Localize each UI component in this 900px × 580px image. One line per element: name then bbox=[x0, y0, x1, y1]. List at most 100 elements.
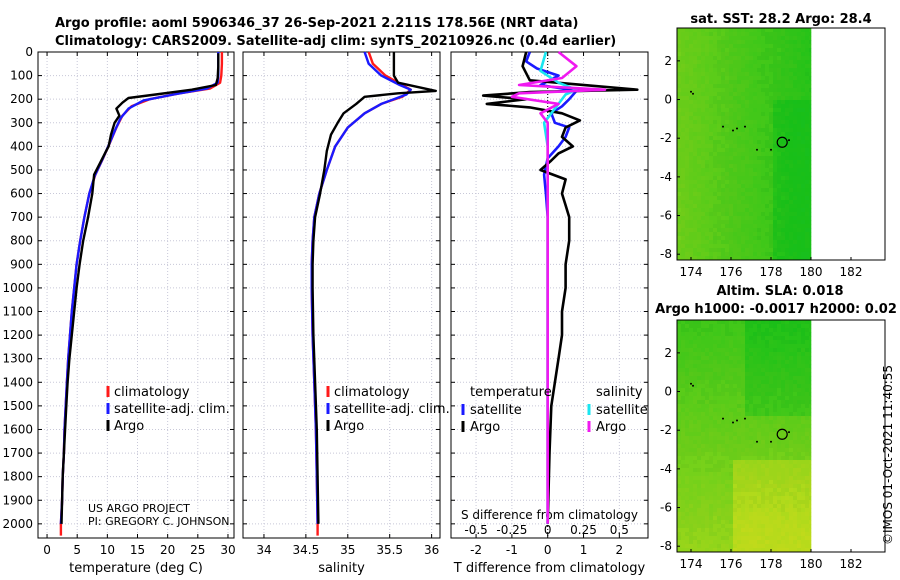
map-cell bbox=[733, 416, 738, 421]
map-cell bbox=[677, 60, 682, 65]
map-cell bbox=[749, 460, 754, 465]
map-cell bbox=[757, 104, 762, 109]
map-cell bbox=[745, 136, 750, 141]
map-cell bbox=[721, 28, 726, 33]
map-cell bbox=[697, 68, 702, 73]
map-cell bbox=[749, 444, 754, 449]
map-cell bbox=[785, 224, 790, 229]
map-cell bbox=[749, 364, 754, 369]
map-cell bbox=[737, 484, 742, 489]
map-cell bbox=[785, 360, 790, 365]
legend-label: climatology bbox=[114, 385, 190, 400]
map-cell bbox=[769, 36, 774, 41]
map-cell bbox=[681, 512, 686, 517]
map-cell bbox=[733, 196, 738, 201]
map-cell bbox=[773, 520, 778, 525]
map-cell bbox=[805, 140, 810, 145]
map-cell bbox=[745, 540, 750, 545]
map-cell bbox=[773, 440, 778, 445]
map-cell bbox=[701, 184, 706, 189]
map-cell bbox=[749, 440, 754, 445]
map-cell bbox=[769, 428, 774, 433]
map-cell bbox=[805, 476, 810, 481]
map-cell bbox=[741, 128, 746, 133]
map-cell bbox=[753, 368, 758, 373]
map-cell bbox=[713, 92, 718, 97]
map-cell bbox=[677, 84, 682, 89]
map-cell bbox=[737, 28, 742, 33]
map-cell bbox=[785, 464, 790, 469]
map-cell bbox=[765, 332, 770, 337]
map-cell bbox=[725, 544, 730, 549]
map-cell bbox=[753, 468, 758, 473]
map-cell bbox=[701, 124, 706, 129]
map-cell bbox=[753, 28, 758, 33]
map-cell bbox=[797, 152, 802, 157]
map-cell bbox=[713, 144, 718, 149]
map-frame bbox=[676, 319, 886, 553]
map-cell bbox=[749, 72, 754, 77]
map-cell bbox=[749, 456, 754, 461]
map-cell bbox=[685, 444, 690, 449]
map-cell bbox=[745, 172, 750, 177]
map-cell bbox=[753, 56, 758, 61]
map-cell bbox=[693, 532, 698, 537]
map-cell bbox=[805, 92, 810, 97]
map-cell bbox=[749, 472, 754, 477]
map-cell bbox=[805, 516, 810, 521]
map-cell bbox=[741, 524, 746, 529]
map-cell bbox=[729, 348, 734, 353]
map-cell bbox=[749, 488, 754, 493]
map-cell bbox=[753, 452, 758, 457]
map-cell bbox=[697, 72, 702, 77]
map-cell bbox=[805, 440, 810, 445]
map-cell bbox=[765, 384, 770, 389]
map-cell bbox=[701, 192, 706, 197]
map-cell bbox=[769, 460, 774, 465]
map-cell bbox=[705, 420, 710, 425]
map-cell bbox=[721, 48, 726, 53]
map-cell bbox=[721, 368, 726, 373]
map-cell bbox=[697, 140, 702, 145]
map-cell bbox=[721, 344, 726, 349]
map-cell bbox=[793, 436, 798, 441]
map-cell bbox=[753, 348, 758, 353]
map-cell bbox=[681, 80, 686, 85]
map-cell bbox=[741, 456, 746, 461]
map-cell bbox=[797, 408, 802, 413]
map-cell bbox=[757, 64, 762, 69]
map-cell bbox=[737, 512, 742, 517]
map-cell bbox=[809, 84, 812, 89]
map-cell bbox=[733, 164, 738, 169]
map-cell bbox=[777, 496, 782, 501]
map-cell bbox=[777, 404, 782, 409]
map-cell bbox=[725, 324, 730, 329]
map-cell bbox=[737, 508, 742, 513]
x-tick-label: 25 bbox=[190, 543, 205, 557]
map-cell bbox=[793, 340, 798, 345]
map-cell bbox=[773, 496, 778, 501]
map-cell bbox=[773, 500, 778, 505]
map-cell bbox=[701, 204, 706, 209]
map-cell bbox=[773, 136, 778, 141]
map-cell bbox=[749, 88, 754, 93]
map-cell bbox=[785, 72, 790, 77]
map-cell bbox=[705, 240, 710, 245]
map-cell bbox=[717, 212, 722, 217]
map-cell bbox=[709, 180, 714, 185]
map-cell bbox=[705, 500, 710, 505]
map-cell bbox=[741, 124, 746, 129]
map-cell bbox=[705, 360, 710, 365]
map-cell bbox=[697, 232, 702, 237]
map-cell bbox=[697, 28, 702, 33]
map-cell bbox=[793, 328, 798, 333]
map-cell bbox=[741, 184, 746, 189]
map-cell bbox=[725, 480, 730, 485]
map-cell bbox=[685, 524, 690, 529]
map-cell bbox=[737, 228, 742, 233]
map-cell bbox=[749, 128, 754, 133]
map-cell bbox=[697, 440, 702, 445]
map-cell bbox=[689, 500, 694, 505]
map-cell bbox=[741, 140, 746, 145]
map-cell bbox=[793, 212, 798, 217]
